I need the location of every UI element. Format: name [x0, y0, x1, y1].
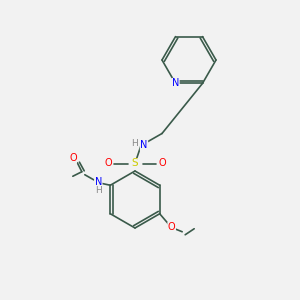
Text: O: O [158, 158, 166, 169]
Text: N: N [140, 140, 148, 151]
Text: H: H [95, 186, 102, 195]
Text: N: N [94, 177, 102, 187]
Text: O: O [104, 158, 112, 169]
Text: S: S [132, 158, 138, 169]
Text: H: H [132, 140, 138, 148]
Text: O: O [69, 153, 76, 163]
Text: N: N [172, 78, 179, 88]
Text: O: O [168, 222, 176, 232]
